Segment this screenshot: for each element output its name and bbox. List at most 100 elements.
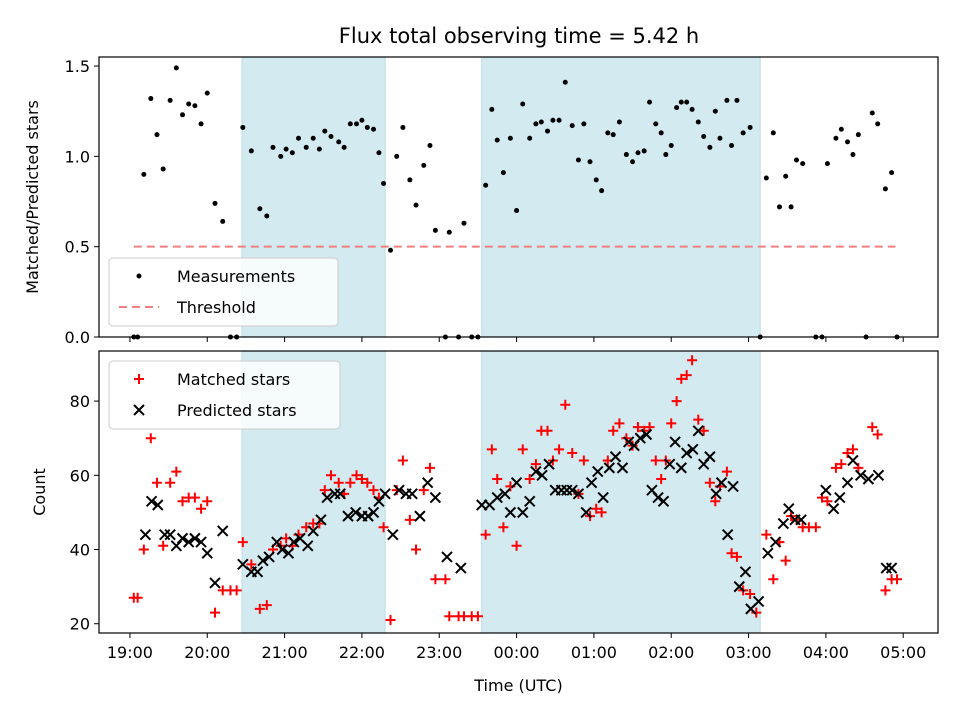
y-tick-label: 0.5 bbox=[65, 238, 90, 257]
predicted-star-point bbox=[209, 577, 221, 589]
matched-star-point bbox=[542, 425, 553, 436]
predicted-star-point bbox=[350, 506, 362, 519]
legend-label: Matched stars bbox=[177, 370, 290, 389]
predicted-star-point bbox=[795, 514, 807, 526]
matched-star-point bbox=[614, 418, 625, 429]
measurement-point bbox=[647, 99, 653, 105]
measurement-point bbox=[353, 121, 359, 127]
matched-star-point bbox=[745, 589, 756, 600]
predicted-star-point bbox=[585, 477, 598, 489]
predicted-star-point bbox=[592, 465, 604, 478]
series-predicted-stars bbox=[139, 425, 898, 615]
predicted-star-point bbox=[710, 488, 722, 500]
predicted-star-point bbox=[421, 477, 434, 489]
predicted-star-point bbox=[675, 462, 687, 474]
measurement-point bbox=[838, 126, 844, 132]
measurement-point bbox=[141, 171, 147, 177]
predicted-star-point bbox=[387, 528, 399, 541]
measurement-point bbox=[257, 206, 263, 212]
matched-star-point bbox=[681, 370, 692, 381]
measurement-point bbox=[483, 182, 489, 188]
matched-star-point bbox=[237, 537, 248, 548]
matched-star-point bbox=[710, 496, 721, 507]
predicted-star-point bbox=[499, 488, 511, 500]
predicted-star-point bbox=[517, 506, 529, 519]
matched-star-point bbox=[693, 414, 704, 425]
predicted-star-point bbox=[362, 510, 374, 522]
matched-star-point bbox=[867, 422, 878, 433]
predicted-star-point bbox=[783, 502, 795, 515]
matched-star-point bbox=[430, 574, 441, 585]
measurement-point bbox=[776, 204, 782, 210]
measurement-point bbox=[192, 103, 198, 109]
measurement-point bbox=[663, 152, 669, 158]
measurement-point bbox=[212, 200, 218, 206]
measurement-point bbox=[394, 153, 400, 159]
predicted-star-point bbox=[622, 436, 635, 448]
measurement-point bbox=[278, 153, 284, 159]
matched-star-point bbox=[440, 574, 451, 585]
measurement-point bbox=[695, 119, 701, 125]
matched-star-point bbox=[209, 607, 220, 618]
measurement-point bbox=[336, 139, 342, 145]
matched-star-point bbox=[761, 529, 772, 540]
predicted-star-point bbox=[862, 473, 875, 485]
measurement-point bbox=[599, 188, 605, 194]
matched-star-point bbox=[671, 396, 682, 407]
matched-star-point bbox=[196, 503, 207, 514]
measurement-point bbox=[341, 144, 347, 150]
y-tick-label: 80 bbox=[70, 392, 90, 411]
measurement-point bbox=[783, 173, 789, 179]
legend: Measurements Threshold bbox=[108, 257, 339, 327]
measurement-point bbox=[494, 137, 500, 143]
measurement-point bbox=[875, 121, 881, 127]
matched-star-point bbox=[524, 474, 535, 485]
y-tick-label: 0.0 bbox=[65, 328, 90, 347]
matched-star-point bbox=[333, 477, 344, 488]
predicted-star-point bbox=[276, 543, 288, 556]
x-tick-label: 23:00 bbox=[416, 643, 462, 662]
measurement-point bbox=[283, 146, 289, 152]
predicted-star-point bbox=[491, 491, 503, 504]
matched-star-point bbox=[632, 422, 643, 433]
measurement-point bbox=[800, 161, 806, 167]
matched-star-point bbox=[444, 611, 455, 622]
predicted-star-point bbox=[302, 540, 314, 552]
predicted-star-point bbox=[847, 454, 859, 467]
measurement-point bbox=[173, 65, 179, 71]
predicted-star-point bbox=[834, 491, 846, 504]
predicted-star-point bbox=[510, 477, 523, 489]
measurement-point bbox=[154, 132, 160, 138]
x-tick-label: 20:00 bbox=[184, 643, 230, 662]
plot-layer: 0.0 0.5 1.0 1.5 Matched/Predicted stars Measu… bbox=[23, 56, 939, 695]
matched-star-point bbox=[158, 540, 169, 551]
legend-label: Measurements bbox=[177, 267, 295, 286]
matched-star-point bbox=[892, 574, 903, 585]
predicted-star-point bbox=[820, 484, 832, 496]
measurement-point bbox=[833, 135, 839, 141]
predicted-star-point bbox=[739, 566, 752, 578]
measurement-point bbox=[593, 177, 599, 183]
measurement-point bbox=[427, 143, 433, 149]
matched-star-point bbox=[165, 477, 176, 488]
matched-star-point bbox=[768, 574, 779, 585]
measurement-point bbox=[538, 119, 544, 125]
measurement-point bbox=[616, 119, 622, 125]
predicted-star-point bbox=[441, 551, 453, 563]
matched-star-point bbox=[666, 418, 677, 429]
predicted-star-point bbox=[827, 502, 840, 515]
series-matched-stars bbox=[128, 355, 903, 626]
measurement-point bbox=[198, 121, 204, 127]
x-tick-label: 22:00 bbox=[339, 643, 385, 662]
measurement-point bbox=[400, 124, 406, 130]
matched-star-point bbox=[145, 433, 156, 444]
predicted-star-point bbox=[263, 551, 275, 563]
predicted-star-point bbox=[580, 506, 592, 519]
matched-star-point bbox=[254, 603, 265, 614]
measurement-point bbox=[160, 166, 166, 172]
measurement-point bbox=[701, 133, 707, 139]
predicted-star-point bbox=[536, 469, 548, 482]
predicted-star-point bbox=[715, 477, 728, 489]
measurement-point bbox=[296, 135, 302, 141]
